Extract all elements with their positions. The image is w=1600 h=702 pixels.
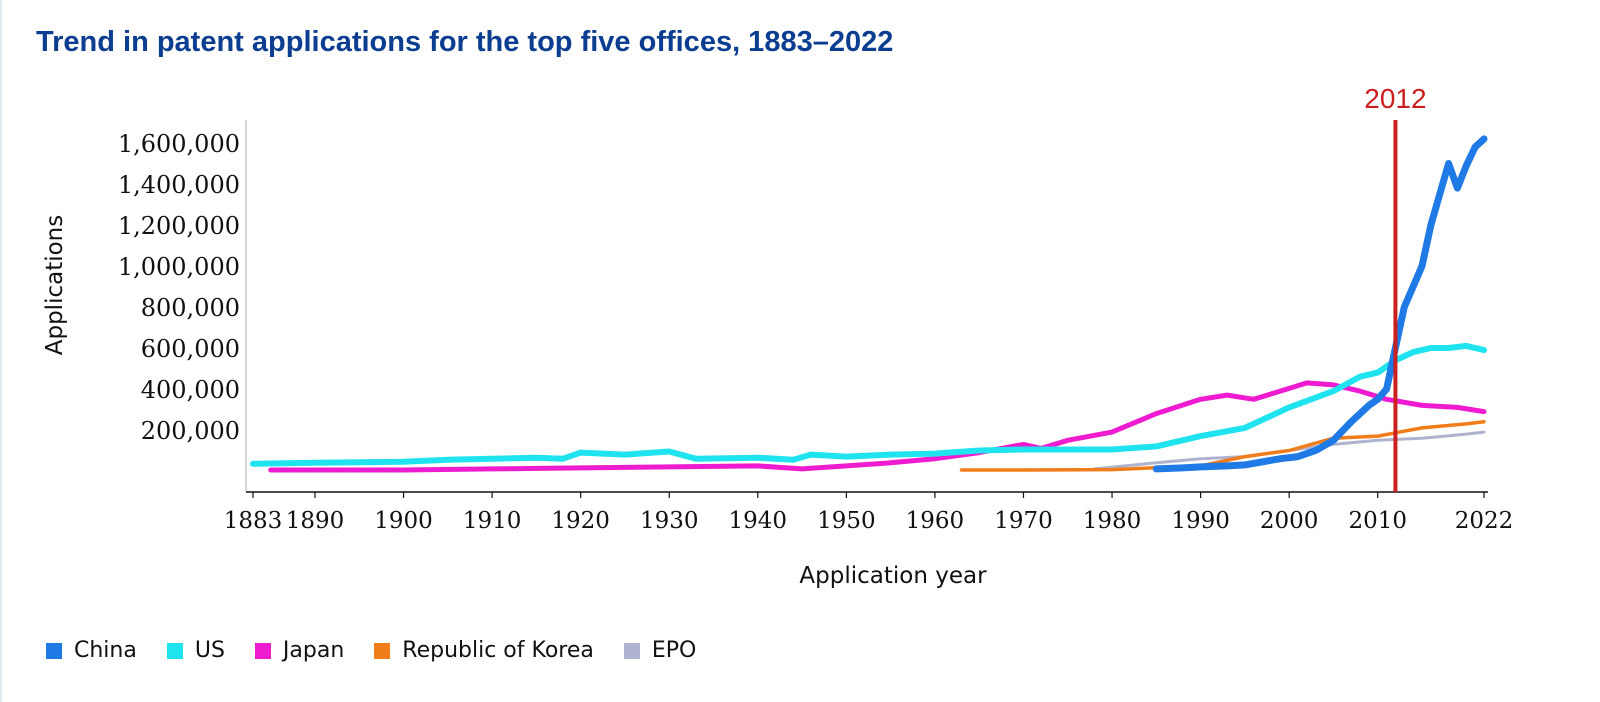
annotation-label-2012: 2012 [1364,83,1426,114]
x-tick-label: 1900 [374,508,433,534]
legend-label: EPO [651,638,697,663]
y-tick-label: 1,400,000 [118,171,240,199]
legend-label: US [194,638,225,663]
annotation-layer: 2012 [1364,83,1427,492]
x-axis-label: Application year [799,563,987,589]
legend-label: Republic of Korea [402,638,594,663]
x-tick-label: 1890 [286,508,345,534]
legend-item-epo: EPO [623,638,697,663]
legend-item-republic-of-korea: Republic of Korea [374,638,594,663]
x-axis: 1883 1890 1900 1910 1920 1930 1940 1950 1960 1970… [224,491,1514,534]
x-tick-label: 1910 [463,508,522,534]
y-tick-label: 200,000 [141,417,240,445]
legend-swatch [623,642,640,659]
legend: China US Japan Republic of Korea EPO [46,638,726,663]
x-tick-label: 2010 [1348,508,1407,534]
y-axis: 200,000 400,000 600,000 800,000 1,000,000 1,2… [118,120,247,492]
legend-swatch [166,642,183,659]
x-tick-label: 1940 [729,508,788,534]
x-tick-label: 2000 [1260,508,1319,534]
x-tick-label: 1883 [224,508,283,534]
x-tick-label: 1980 [1083,508,1142,534]
series-line-china [1152,135,1488,473]
legend-swatch [374,642,391,659]
x-tick-label: 1950 [817,508,876,534]
legend-swatch [254,642,271,659]
legend-item-japan: Japan [254,638,345,663]
series-layer [250,135,1488,473]
y-tick-label: 1,200,000 [118,212,240,240]
x-tick-label: 1990 [1171,508,1230,534]
y-axis-label: Applications [42,215,68,356]
y-tick-label: 600,000 [141,335,240,363]
legend-item-china: China [46,638,137,663]
legend-label: China [74,638,137,663]
x-tick-label: 1930 [640,508,699,534]
series-line-us [250,342,1487,467]
x-tick-label: 1960 [906,508,965,534]
series-line-republic-of-korea [959,420,1486,472]
y-tick-label: 1,000,000 [118,253,240,281]
legend-label: Japan [282,638,345,663]
legend-item-us: US [166,638,225,663]
legend-swatch [46,642,62,659]
x-tick-label: 1970 [994,508,1053,534]
y-tick-label: 1,600,000 [118,130,240,158]
y-tick-label: 800,000 [141,294,240,322]
x-tick-label: 1920 [551,508,610,534]
x-tick-label: 2022 [1455,508,1514,534]
chart-title: Trend in patent applications for the top… [36,26,894,58]
series-line-japan [268,380,1487,473]
series-line-epo [1092,430,1486,471]
y-tick-label: 400,000 [141,376,240,404]
